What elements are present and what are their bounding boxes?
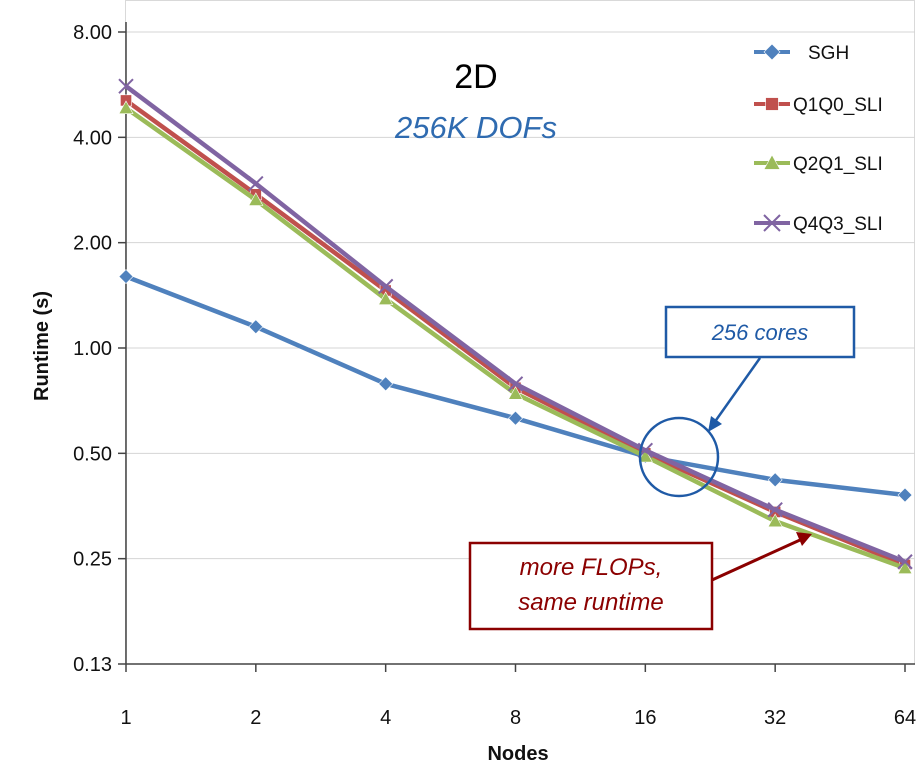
y-tick-label: 0.50 (73, 443, 112, 465)
annotation-256-cores-box (664, 305, 856, 359)
marker-triangle (248, 192, 264, 206)
marker-diamond (897, 487, 913, 503)
marker-x (507, 376, 524, 392)
y-tick-label: 1.00 (73, 338, 112, 360)
annotation-256-cores-arrow (712, 357, 762, 424)
x-tick-label: 32 (764, 707, 786, 729)
x-tick-label: 4 (380, 707, 391, 729)
marker-triangle (637, 448, 653, 463)
y-tick-label: 0.25 (73, 549, 112, 571)
annotation-256-cores-arrowhead (708, 416, 722, 432)
y-axis-title: Runtime (s) (31, 291, 53, 401)
series-q2q1-sli (118, 100, 913, 574)
marker-x (248, 175, 264, 192)
legend-item-q2q1-sli: Q2Q1_SLI (754, 154, 883, 175)
legend-label: Q1Q0_SLI (793, 95, 883, 116)
y-tick-label: 2.00 (73, 233, 112, 255)
legend-item-q4q3-sli: Q4Q3_SLI (754, 214, 883, 235)
annotation-more-flops: more FLOPs, same runtime (468, 532, 812, 631)
marker-diamond (508, 410, 523, 426)
axis-layer: 0.13 0.25 0.50 1.00 2.00 4.00 8.00 1 2 4 8 16 32 64 (73, 22, 916, 729)
series-layer (118, 78, 913, 574)
annotation-more-flops-arrow (711, 538, 801, 582)
legend-label: SGH (808, 43, 849, 64)
annotation-more-flops-line-2: same runtime (518, 589, 663, 616)
chart-subtitle: 256K DOFs (394, 110, 557, 145)
marker-diamond (248, 319, 264, 335)
y-tick-label: 4.00 (73, 127, 112, 149)
x-tick-label: 2 (250, 707, 261, 729)
marker-x (118, 78, 134, 94)
marker-triangle (763, 154, 781, 170)
marker-square (765, 97, 779, 111)
annotation-256-cores-circle (638, 416, 720, 498)
x-axis-title: Nodes (487, 743, 548, 765)
annotation-more-flops-line-1: more FLOPs, (520, 554, 663, 581)
marker-triangle (767, 513, 783, 528)
marker-diamond (118, 269, 134, 285)
chart-title: 2D (454, 58, 497, 96)
marker-triangle (507, 386, 524, 400)
y-tick-label: 8.00 (73, 22, 112, 44)
x-tick-label: 8 (510, 707, 521, 729)
series-sgh (118, 269, 913, 503)
legend: SGH Q1Q0_SLI Q2Q1_SLI Q4Q3_SLI (754, 43, 883, 235)
marker-triangle (897, 560, 913, 574)
marker-triangle (118, 100, 134, 114)
legend-item-sgh: SGH (754, 43, 849, 64)
marker-triangle (378, 291, 394, 305)
marker-diamond (767, 472, 783, 488)
annotation-more-flops-box (468, 541, 714, 631)
y-tick-label: 0.13 (73, 654, 112, 676)
marker-x (897, 554, 913, 570)
marker-diamond (763, 43, 781, 61)
annotation-256-cores: 256 cores (638, 305, 856, 498)
x-tick-label: 1 (120, 707, 131, 729)
marker-x (767, 502, 783, 518)
annotation-more-flops-arrowhead (796, 532, 812, 546)
marker-diamond (378, 376, 394, 392)
x-tick-label: 16 (634, 707, 656, 729)
annotation-256-cores-text: 256 cores (711, 320, 809, 345)
legend-label: Q2Q1_SLI (793, 154, 883, 175)
marker-x (377, 278, 394, 295)
legend-label: Q4Q3_SLI (793, 214, 883, 235)
marker-x (763, 214, 781, 232)
legend-item-q1q0-sli: Q1Q0_SLI (754, 95, 883, 116)
x-tick-label: 64 (894, 707, 916, 729)
